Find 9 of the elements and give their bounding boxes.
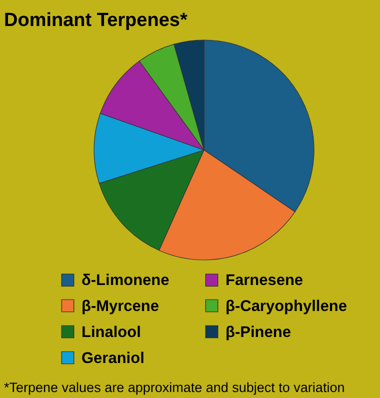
- legend-label: β-Myrcene: [82, 298, 160, 315]
- text: *Terpene values are approximate and subject to variation: [4, 380, 345, 395]
- legend-label: β-Caryophyllene: [226, 298, 348, 315]
- legend-label: Farnesene: [226, 272, 304, 290]
- legend-label: Linalool: [82, 324, 141, 341]
- legend-label: Geraniol: [82, 350, 144, 367]
- legend-label: δ-Limonene: [82, 272, 170, 290]
- chart-title: Dominant Terpenes*: [4, 10, 188, 32]
- legend-label: β-Pinene: [226, 324, 292, 341]
